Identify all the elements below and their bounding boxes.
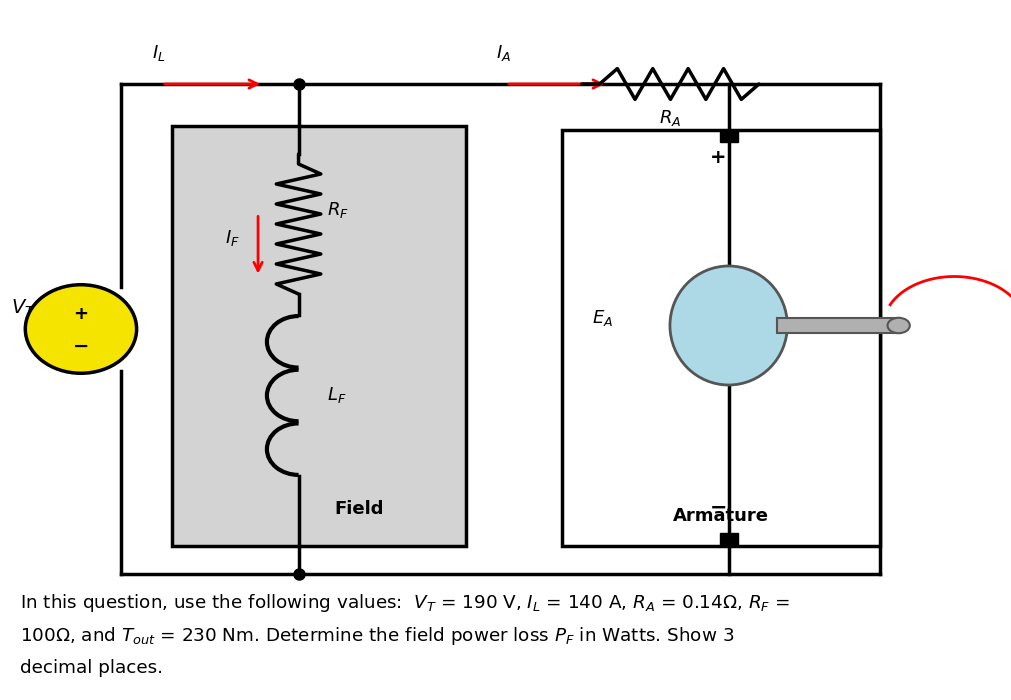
Text: $R_F$: $R_F$ [327,200,349,220]
Text: 100$\Omega$, and $T_{out}$ = 230 Nm. Determine the field power loss $P_F$ in Wat: 100$\Omega$, and $T_{out}$ = 230 Nm. Det… [20,625,734,647]
Text: $E_A$: $E_A$ [591,309,613,328]
Text: Field: Field [335,500,383,518]
Text: $V_T$: $V_T$ [11,298,35,318]
Text: In this question, use the following values:  $V_T$ = 190 V, $I_L$ = 140 A, $R_A$: In this question, use the following valu… [20,592,790,613]
Bar [776,318,898,333]
Text: +: + [710,148,726,167]
Text: $I_A$: $I_A$ [495,43,511,63]
Ellipse shape [25,285,136,373]
Bar [719,130,737,142]
Ellipse shape [669,266,787,385]
Bar [172,126,465,546]
Text: $I_L$: $I_L$ [152,43,165,63]
Text: decimal places.: decimal places. [20,659,163,677]
Bar [719,533,737,546]
Text: $I_F$: $I_F$ [224,228,240,248]
Text: −: − [73,337,89,356]
Text: Armature: Armature [672,507,768,525]
Text: −: − [709,498,727,517]
Text: $L_F$: $L_F$ [327,386,346,405]
Bar [561,130,880,546]
Circle shape [887,318,909,333]
Text: +: + [74,304,88,323]
Text: $R_A$: $R_A$ [658,108,681,129]
